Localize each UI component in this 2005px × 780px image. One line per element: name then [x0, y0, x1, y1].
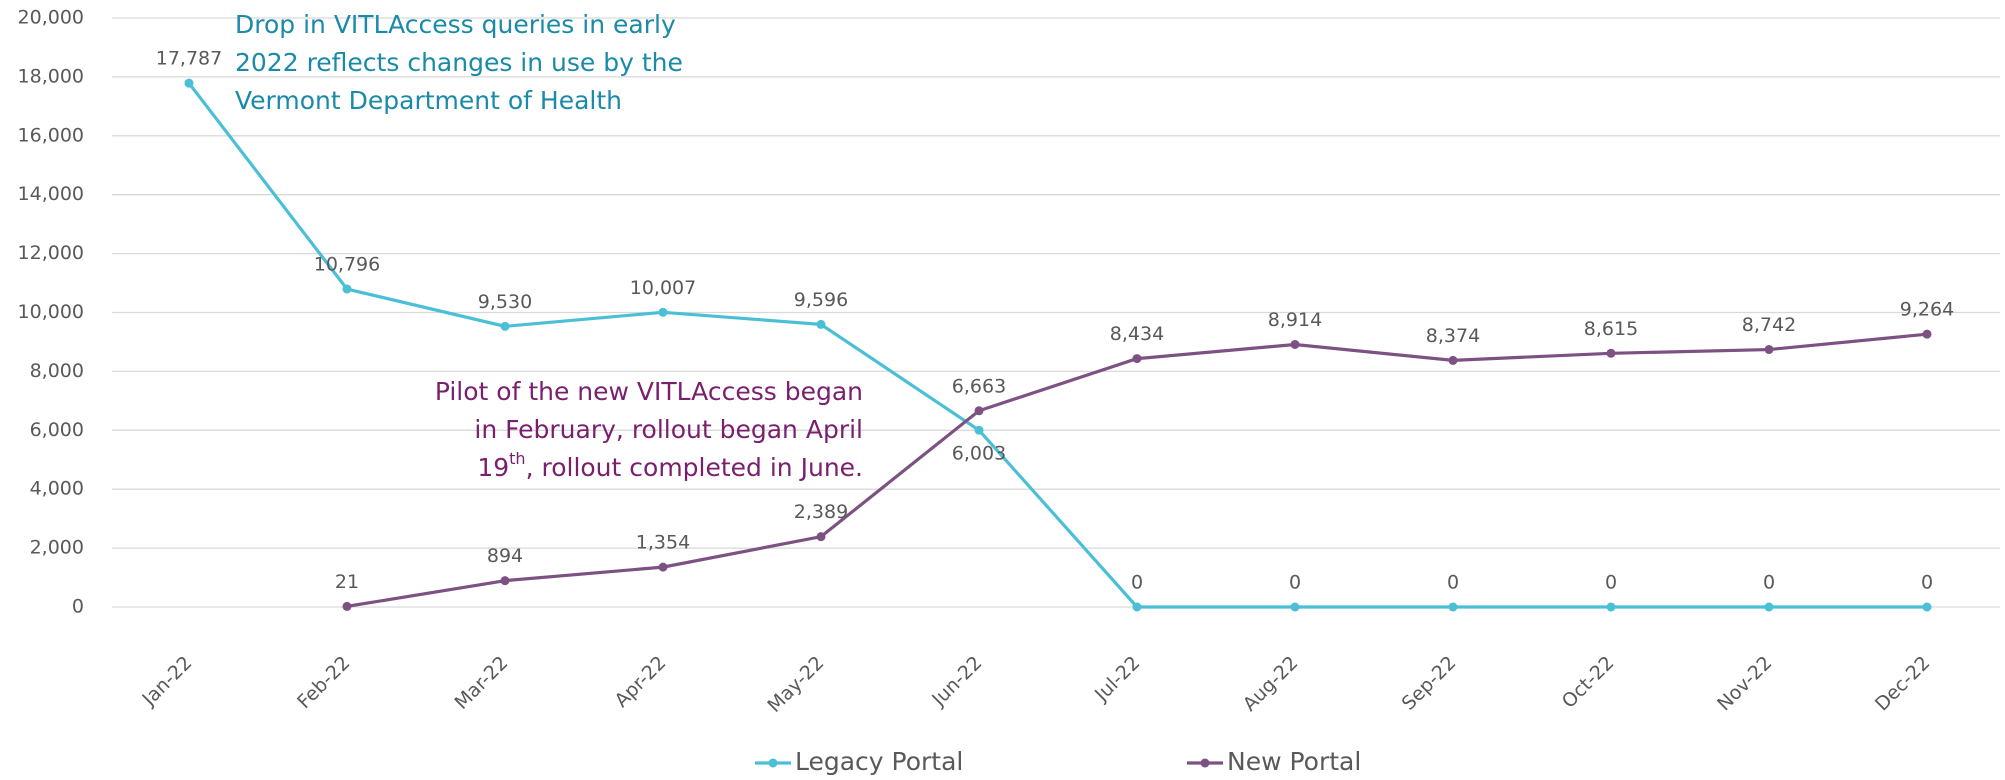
data-label: 0: [1605, 572, 1617, 594]
x-tick-label: Oct-22: [1558, 652, 1619, 713]
annotation: 2022 reflects changes in use by the: [235, 48, 683, 77]
annotation: Pilot of the new VITLAccess began: [435, 377, 863, 406]
x-tick-label: Aug-22: [1239, 652, 1303, 716]
annotation-text: Pilot of the new VITLAccess began: [435, 377, 863, 406]
data-point: [500, 576, 510, 586]
data-point: [1290, 602, 1300, 612]
data-label: 2,389: [794, 501, 848, 523]
data-point: [816, 319, 826, 329]
data-point: [1132, 602, 1142, 612]
annotation-text: 2022 reflects changes in use by the: [235, 48, 683, 77]
legend-label: Legacy Portal: [795, 747, 963, 776]
data-label: 10,007: [630, 277, 696, 299]
data-point: [1764, 345, 1774, 355]
data-point: [184, 78, 194, 88]
y-tick-label: 4,000: [30, 478, 84, 500]
x-tick-label: Nov-22: [1713, 652, 1776, 715]
data-label: 1,354: [636, 532, 690, 554]
data-point: [974, 425, 984, 435]
annotation-text: Vermont Department of Health: [235, 86, 622, 115]
x-tick-label: Sep-22: [1398, 652, 1461, 715]
y-tick-label: 0: [72, 596, 84, 618]
data-point: [1448, 602, 1458, 612]
data-label: 0: [1131, 572, 1143, 594]
annotation: 19th, rollout completed in June.: [477, 449, 863, 482]
data-label: 0: [1289, 572, 1301, 594]
annotation: in February, rollout began April: [474, 415, 863, 444]
annotation-text: in February, rollout began April: [474, 415, 863, 444]
y-tick-label: 20,000: [18, 7, 84, 29]
data-label: 8,434: [1110, 323, 1164, 345]
data-label: 8,374: [1426, 325, 1480, 347]
x-tick-label: Apr-22: [611, 652, 671, 712]
y-tick-label: 14,000: [18, 183, 84, 205]
annotation-text: Drop in VITLAccess queries in early: [235, 10, 676, 39]
data-label: 9,264: [1900, 299, 1954, 321]
data-label: 0: [1447, 572, 1459, 594]
data-point: [500, 321, 510, 331]
data-label: 894: [487, 545, 523, 567]
data-point: [1922, 329, 1932, 339]
data-label: 9,596: [794, 289, 848, 311]
data-point: [816, 532, 826, 542]
data-point: [342, 284, 352, 294]
y-tick-label: 6,000: [30, 419, 84, 441]
y-tick-label: 16,000: [18, 124, 84, 146]
annotation: Drop in VITLAccess queries in early: [235, 10, 676, 39]
legend-marker: [768, 758, 778, 768]
data-point: [1290, 339, 1300, 349]
x-tick-label: Mar-22: [450, 652, 512, 714]
data-point: [658, 562, 668, 572]
data-point: [1132, 354, 1142, 364]
data-label: 8,742: [1742, 314, 1796, 336]
y-tick-label: 18,000: [18, 65, 84, 87]
annotation: Vermont Department of Health: [235, 86, 622, 115]
y-tick-label: 2,000: [30, 537, 84, 559]
annotation-text: 19: [477, 453, 509, 482]
x-tick-label: Dec-22: [1871, 652, 1935, 716]
x-tick-label: Jul-22: [1090, 652, 1144, 706]
data-point: [342, 601, 352, 611]
data-point: [1922, 602, 1932, 612]
annotation-text: , rollout completed in June.: [526, 453, 863, 482]
data-label: 10,796: [314, 254, 380, 276]
data-label: 8,914: [1268, 309, 1322, 331]
data-point: [1606, 602, 1616, 612]
y-tick-label: 10,000: [18, 301, 84, 323]
legend-marker: [1200, 758, 1210, 768]
data-point: [974, 406, 984, 416]
x-tick-label: Jan-22: [138, 652, 197, 711]
y-tick-label: 8,000: [30, 360, 84, 382]
data-label: 17,787: [156, 48, 222, 70]
data-label: 6,663: [952, 375, 1006, 397]
data-point: [1606, 348, 1616, 358]
annotation-text: th: [509, 449, 525, 468]
x-tick-label: May-22: [763, 652, 828, 717]
data-label: 0: [1763, 572, 1775, 594]
data-label: 9,530: [478, 291, 532, 313]
x-tick-label: Feb-22: [293, 652, 354, 713]
data-label: 8,615: [1584, 318, 1638, 340]
data-point: [658, 307, 668, 317]
series-line: [187, 82, 1927, 609]
x-tick-label: Jun-22: [927, 652, 986, 711]
data-label: 21: [335, 571, 359, 593]
data-point: [1448, 355, 1458, 365]
data-point: [1764, 602, 1774, 612]
legend-label: New Portal: [1227, 747, 1361, 776]
y-tick-label: 12,000: [18, 242, 84, 264]
data-label: 6,003: [952, 443, 1006, 465]
data-label: 0: [1921, 572, 1933, 594]
